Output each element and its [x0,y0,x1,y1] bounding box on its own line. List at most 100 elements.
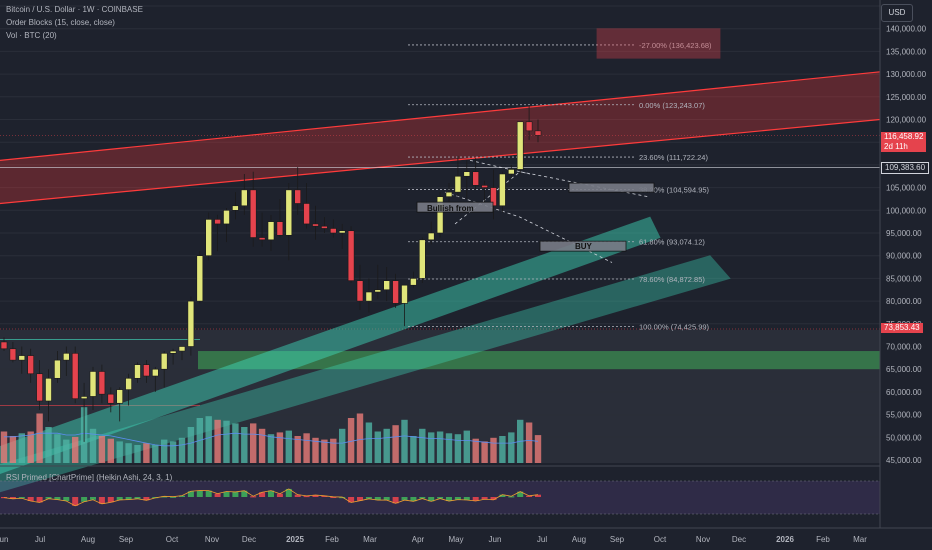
x-tick-label: Feb [325,535,339,544]
candle-body [62,353,70,361]
volume-bar [9,436,17,463]
volume-bar [223,420,230,463]
price-axis [880,0,932,550]
rsi-bar [205,490,212,497]
order-blocks-legend[interactable]: Order Blocks (15, close, close) [6,18,115,27]
volume-bar [330,438,337,463]
candle-body [525,121,533,132]
x-tick-label: Jul [35,535,45,544]
candle-body [365,291,373,302]
projection-top-dashed [469,159,531,175]
rsi-bar [365,497,372,499]
volume-bar [472,438,479,463]
fib-level-label: 23.60% (111,722.24) [639,153,708,162]
x-tick-label: 2025 [286,535,304,544]
candle-body [125,377,132,390]
candle-body [160,353,168,370]
candle-body [356,280,364,302]
lower-projection-wedge [0,255,731,493]
candle-body [27,355,35,375]
rsi-bar [36,497,43,503]
volume-bar [241,427,248,463]
candle-body [196,255,204,302]
rsi-bar [276,493,283,497]
candle-body [187,300,195,347]
rsi-bar [18,497,25,499]
volume-bar [285,430,292,463]
volume-bar [303,433,310,463]
volume-bar [365,422,373,463]
candle-body [374,289,382,293]
rsi-bar [472,497,479,501]
fib-level-label: 38.20% (104,594.95) [639,185,710,194]
rsi-bar [517,491,524,497]
x-tick-label: Jun [489,535,502,544]
x-tick-label: Dec [732,535,746,544]
rsi-bar [303,495,310,498]
y-tick-label: 105,000.00 [886,184,927,193]
low-line-price-tag: 73,853.43 [881,323,923,333]
rsi-bar [27,497,34,501]
x-tick-label: Nov [205,535,219,544]
plot-background [0,0,880,550]
volume-bar [392,425,399,463]
volume-bar [454,434,462,463]
volume-bar [356,413,364,463]
rsi-bar [98,497,105,504]
candle-body [436,196,444,234]
y-tick-label: 120,000.00 [886,116,927,125]
buy-box [539,240,627,252]
candle-body [472,171,480,186]
rsi-bar [187,491,194,497]
candle-body [134,364,141,379]
buy-label: BUY [575,242,593,251]
symbol-title: Bitcoin / U.S. Dollar · 1W · COINBASE [6,5,143,14]
rsi-line [3,488,539,507]
channel-lower-line [0,118,881,205]
rsi-bar [312,495,319,497]
volume-bar [419,428,426,463]
y-tick-label: 60,000.00 [886,388,922,397]
fib-level-label: 100.00% (74,425.99) [639,322,710,331]
rsi-legend[interactable]: RSI Primed [ChartPrime] (Heikin Ashi, 24… [6,473,173,482]
y-tick-label: 55,000.00 [886,411,922,420]
volume-legend[interactable]: Vol · BTC (20) [6,31,57,40]
x-tick-label: 2026 [776,535,794,544]
candle-body [418,239,426,279]
target-box [596,28,721,59]
rsi-bar [330,496,337,499]
x-tick-label: Mar [363,535,377,544]
fib-level-label: 0.00% (123,243.07) [639,101,705,110]
volume-bar [481,441,488,463]
rsi-bar [526,495,533,498]
volume-bar [45,427,52,463]
candle-body [116,389,123,404]
candle-body [98,371,106,395]
currency-button[interactable]: USD [881,4,913,22]
y-tick-label: 70,000.00 [886,343,922,352]
x-tick-label: Oct [654,535,667,544]
volume-bar [276,432,284,463]
candle-body [516,121,524,170]
projection-lower-dashed [444,191,613,263]
volume-bars [0,407,542,463]
rsi-bar [428,497,435,502]
volume-bar [312,437,319,463]
candle-body [36,373,43,402]
rsi-bar [490,497,497,500]
bar-countdown: 2d 11h [884,141,908,151]
rsi-bar [321,495,328,498]
volume-bar [490,437,497,463]
x-tick-label: Dec [242,535,256,544]
rsi-bar [250,496,257,498]
volume-bar [134,445,141,463]
volume-bar [89,428,97,463]
x-tick-label: Nov [696,535,710,544]
volume-bar [27,431,34,463]
rsi-bar [499,494,506,497]
volume-bar [499,436,506,463]
candle-body [18,355,26,361]
rsi-bar [285,488,292,497]
volume-bar [339,428,346,463]
